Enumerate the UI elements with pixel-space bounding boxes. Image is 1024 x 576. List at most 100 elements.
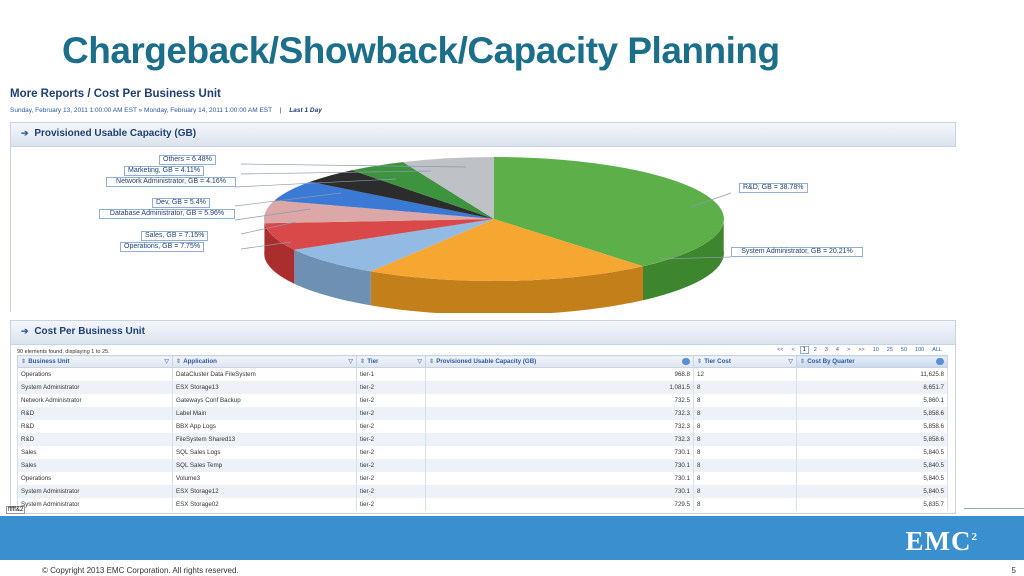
table-cell: 5,858.6 [796,406,948,420]
table-cell: tier-2 [356,419,426,433]
table-cell: Sales [17,458,173,472]
pie-slice-side [370,266,643,315]
pager-item[interactable]: 4 [835,347,839,353]
table-row[interactable]: Operations Volume3 tier-2 730.1 8 5,840.5 [17,471,948,485]
info-icon[interactable] [936,358,944,365]
table-cell: tier-1 [356,367,426,381]
pie-slice[interactable] [402,157,494,219]
pie-slice[interactable] [352,162,494,219]
pie-slice[interactable] [264,200,494,224]
column-header[interactable]: ⇕ Tier Cost ▽ [693,355,797,368]
capacity-panel-header[interactable]: ➔ Provisioned Usable Capacity (GB) [11,123,955,147]
sort-icon[interactable]: ⇕ [429,358,435,365]
column-header[interactable]: ⇕ Cost By Quarter [796,355,948,368]
table-cell: tier-2 [356,432,426,446]
table-row[interactable]: System Administrator ESX Storage02 tier-2 7… [17,497,948,511]
filter-icon[interactable]: ▽ [164,359,169,365]
table-cell: 8 [693,432,797,446]
table-cell: 730.1 [425,484,694,498]
corner-tag: fffff&2 [6,506,26,514]
table-row[interactable]: System Administrator ESX Storage13 tier-2 1… [17,380,948,394]
pie-slice[interactable] [294,219,494,272]
table-cell: 5,840.5 [796,458,948,472]
pager-item[interactable]: << [777,347,784,353]
table-cell: 732.3 [425,406,694,420]
sort-icon[interactable]: ⇕ [176,358,182,365]
pager-item[interactable]: 50 [900,347,908,353]
pie-slice-label: System Administrator, GB = 20.21% [731,247,863,257]
table-cell: 1,081.5 [425,380,694,394]
sort-icon[interactable]: ⇕ [800,358,806,365]
pager-item[interactable]: >> [858,347,865,353]
leader-line [240,241,292,250]
table-cell: tier-2 [356,497,426,511]
collapse-arrow-icon[interactable]: ➔ [21,326,29,336]
table-cell: System Administrator [17,497,173,511]
table-row[interactable]: R&D FileSystem Shared13 tier-2 732.3 8 5,858.… [17,432,948,446]
pager-item[interactable]: 1 [799,346,809,354]
table-row[interactable]: Sales SQL Sales Temp tier-2 730.1 8 5,840.5 [17,458,948,472]
pager-item[interactable]: 100 [915,347,925,353]
pie-slice[interactable] [274,181,494,219]
footer-bar: EMC2 [0,516,1024,560]
table-cell: tier-2 [356,458,426,472]
table-row[interactable]: Operations DataCluster Data FileSystem tie… [17,367,948,381]
cost-panel-header[interactable]: ➔ Cost Per Business Unit [11,321,955,345]
pager-item[interactable]: 25 [886,347,893,353]
collapse-arrow-icon[interactable]: ➔ [21,128,29,138]
leader-line [660,256,732,260]
table-cell: 8 [693,484,797,498]
table-cell: 8 [693,406,797,420]
pager-item[interactable]: 10 [872,347,879,353]
table-cell: tier-2 [356,445,426,459]
leader-line [234,192,342,207]
table-cell: 732.3 [425,419,694,433]
date-range-row: Sunday, February 13, 2011 1:00:00 AM EST… [10,107,322,114]
table-cell: SQL Sales Temp [172,458,357,472]
pager-item[interactable]: > [846,347,851,353]
pie-slice[interactable] [494,157,724,267]
sort-icon[interactable]: ⇕ [697,358,703,365]
pager-item[interactable]: < [791,347,795,353]
pager-item[interactable]: ALL [932,347,942,353]
date-range-link[interactable]: Sunday, February 13, 2011 1:00:00 AM EST… [10,107,272,114]
table-cell: 5,840.5 [796,471,948,485]
table-cell: R&D [17,432,173,446]
pie-slice-label: Dev, GB = 5.4% [152,198,210,208]
period-link[interactable]: Last 1 Day [289,107,322,114]
table-cell: System Administrator [17,380,173,394]
table-cell: 729.5 [425,497,694,511]
pie-slice[interactable] [264,219,494,250]
info-icon[interactable] [682,358,690,365]
column-header[interactable]: ⇕ Provisioned Usable Capacity (GB) [425,355,694,368]
sort-icon[interactable]: ⇕ [360,358,366,365]
table-cell: 730.1 [425,445,694,459]
table-body: Operations DataCluster Data FileSystem tie… [17,367,948,511]
sort-icon[interactable]: ⇕ [21,358,27,365]
filter-icon[interactable]: ▽ [417,359,422,365]
table-row[interactable]: System Administrator ESX Storage12 tier-2 7… [17,484,948,498]
separator: | [279,107,282,114]
table-row[interactable]: Network Administrator Gateways Conf Backu… [17,393,948,407]
table-row[interactable]: R&D Label Main tier-2 732.3 8 5,858.6 [17,406,948,420]
column-header[interactable]: ⇕ Application ▽ [172,355,357,368]
table-cell: 730.1 [425,471,694,485]
column-label: Business Unit [28,358,70,365]
table-row[interactable]: R&D BBX App Logs tier-2 732.3 8 5,858.6 [17,419,948,433]
leader-line [240,221,297,235]
filter-icon[interactable]: ▽ [788,359,793,365]
column-header[interactable]: ⇕ Business Unit ▽ [17,355,173,368]
pie-slice[interactable] [370,219,643,282]
pie-slice[interactable] [310,170,494,219]
column-header[interactable]: ⇕ Tier ▽ [356,355,426,368]
pager-item[interactable]: 3 [824,347,828,353]
table-row[interactable]: Sales SQL Sales Logs tier-2 730.1 8 5,840.5 [17,445,948,459]
table-cell: Label Main [172,406,357,420]
table-cell: 11,625.8 [796,367,948,381]
filter-icon[interactable]: ▽ [348,359,353,365]
leader-line [234,178,397,188]
logo-text: EMC [905,526,972,556]
pager-item[interactable]: 2 [813,347,817,353]
table-cell: BBX App Logs [172,419,357,433]
table-cell: 8,651.7 [796,380,948,394]
